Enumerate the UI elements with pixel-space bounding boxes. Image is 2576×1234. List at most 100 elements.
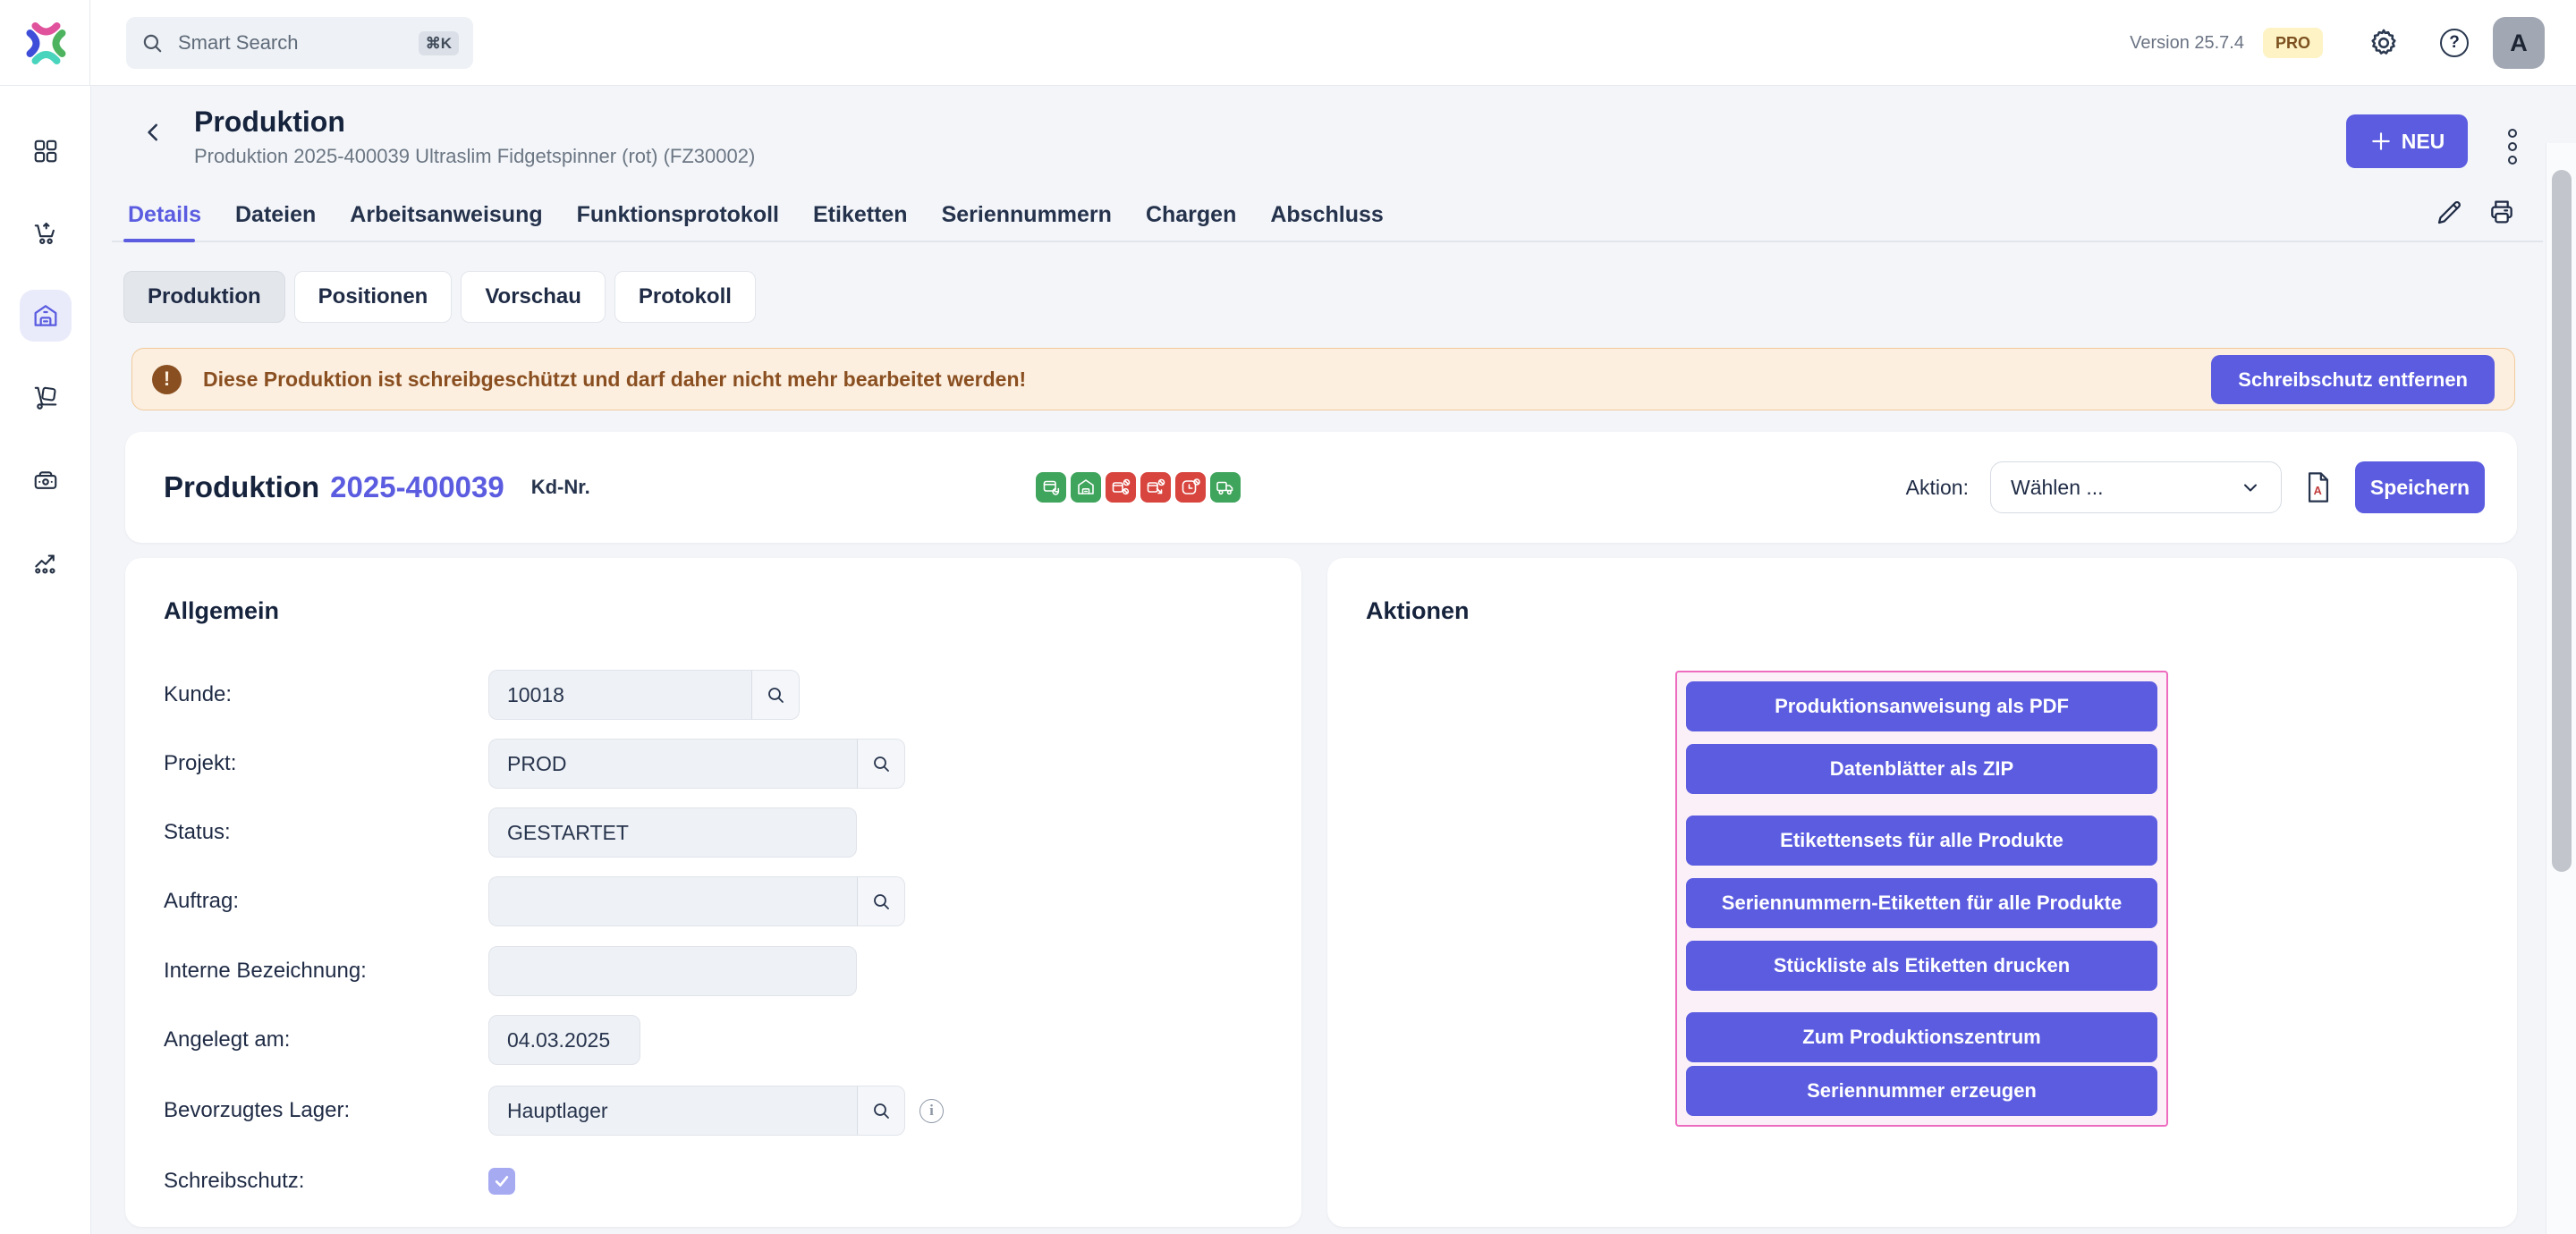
- sidebar-item-analytics-icon[interactable]: [20, 537, 72, 588]
- tab-chargen[interactable]: Chargen: [1145, 202, 1237, 227]
- field-label: Projekt:: [164, 751, 237, 775]
- remove-write-protection-button[interactable]: Schreibschutz entfernen: [2211, 355, 2495, 404]
- stueckliste-etiketten-button[interactable]: Stückliste als Etiketten drucken: [1686, 941, 2157, 991]
- badge-truck-icon: [1210, 472, 1241, 503]
- active-tab-underline: [123, 239, 195, 242]
- tab-etiketten[interactable]: Etiketten: [813, 202, 908, 227]
- check-icon: [495, 1176, 509, 1187]
- field-label: Angelegt am:: [164, 1027, 291, 1052]
- smart-search-input[interactable]: Smart Search ⌘K: [126, 17, 473, 69]
- projekt-search-button[interactable]: [857, 739, 905, 789]
- pdf-file-icon[interactable]: A: [2303, 470, 2334, 504]
- kebab-menu-icon[interactable]: [2504, 125, 2521, 168]
- tab-tools: [2435, 197, 2517, 227]
- sidebar-item-warehouse-icon[interactable]: [19, 290, 72, 342]
- etikettensets-button[interactable]: Etikettensets für alle Produkte: [1686, 816, 2157, 866]
- neu-button[interactable]: NEU: [2346, 114, 2468, 168]
- produktionszentrum-button[interactable]: Zum Produktionszentrum: [1686, 1012, 2157, 1062]
- subtab-vorschau[interactable]: Vorschau: [461, 271, 606, 323]
- field-row-angelegt-am: Angelegt am: 04.03.2025: [125, 1015, 1301, 1065]
- xentral-logo[interactable]: [22, 18, 70, 68]
- allgemein-heading: Allgemein: [164, 597, 280, 624]
- sidebar-item-hand-truck-icon[interactable]: [20, 372, 72, 424]
- info-icon[interactable]: i: [919, 1098, 944, 1123]
- field-label: Status:: [164, 820, 231, 844]
- field-label: Kunde:: [164, 682, 233, 706]
- badge-box-out-blocked-icon: [1140, 472, 1171, 503]
- printer-icon[interactable]: [2487, 197, 2517, 227]
- input-value: 04.03.2025: [507, 1027, 611, 1052]
- input-value: GESTARTET: [507, 820, 629, 844]
- lager-search-button[interactable]: [857, 1086, 905, 1136]
- aktionen-group-3: Zum Produktionszentrum Seriennummer erze…: [1686, 1012, 2157, 1116]
- sidebar-item-apps-grid-icon[interactable]: [20, 125, 72, 177]
- input-value: PROD: [507, 751, 567, 775]
- angelegt-am-input[interactable]: 04.03.2025: [488, 1015, 640, 1065]
- kunde-input[interactable]: 10018: [488, 670, 751, 720]
- field-label: Interne Bezeichnung:: [164, 959, 367, 983]
- field-row-status: Status: GESTARTET: [125, 807, 1301, 858]
- search-icon: [140, 31, 164, 55]
- page-title: Produktion: [194, 106, 345, 138]
- field-label: Schreibschutz:: [164, 1169, 305, 1193]
- tab-arbeitsanweisung[interactable]: Arbeitsanweisung: [350, 202, 543, 227]
- save-button[interactable]: Speichern: [2355, 461, 2485, 513]
- vertical-scrollbar-thumb[interactable]: [2552, 170, 2572, 872]
- auftrag-input-group: [488, 876, 905, 926]
- field-row-auftrag: Auftrag:: [125, 876, 1301, 926]
- subtab-protokoll[interactable]: Protokoll: [614, 271, 756, 323]
- tab-bar: Details Dateien Arbeitsanweisung Funktio…: [128, 202, 1384, 228]
- status-input[interactable]: GESTARTET: [488, 807, 857, 858]
- produktionsanweisung-pdf-button[interactable]: Produktionsanweisung als PDF: [1686, 681, 2157, 731]
- subtab-positionen[interactable]: Positionen: [293, 271, 453, 323]
- lager-input[interactable]: Hauptlager: [488, 1086, 857, 1136]
- tab-funktionsprotokoll[interactable]: Funktionsprotokoll: [576, 202, 779, 227]
- tab-dateien[interactable]: Dateien: [234, 202, 317, 227]
- tab-seriennummern[interactable]: Seriennummern: [941, 202, 1112, 227]
- sidebar: [0, 86, 91, 1234]
- badge-time-blocked-icon: [1175, 472, 1206, 503]
- svg-text:A: A: [2314, 484, 2322, 497]
- kunde-search-button[interactable]: [751, 670, 800, 720]
- allgemein-card: Allgemein Kunde: 10018 Projekt: PROD: [125, 558, 1301, 1227]
- action-select[interactable]: Wählen ...: [1990, 461, 2282, 513]
- subtab-produktion[interactable]: Produktion: [123, 271, 285, 323]
- vertical-scrollbar-track: [2546, 143, 2576, 1234]
- auftrag-input[interactable]: [488, 876, 857, 926]
- sidebar-item-cash-register-icon[interactable]: [20, 454, 72, 506]
- projekt-input[interactable]: PROD: [488, 739, 857, 789]
- customer-number-label: Kd-Nr.: [530, 476, 590, 498]
- tabs-border: [112, 241, 2543, 242]
- datenblaetter-zip-button[interactable]: Datenblätter als ZIP: [1686, 744, 2157, 794]
- angelegt-am-ctrl: 04.03.2025: [488, 1015, 640, 1065]
- kunde-input-group: 10018: [488, 670, 800, 720]
- seriennummern-etiketten-button[interactable]: Seriennummern-Etiketten für alle Produkt…: [1686, 878, 2157, 928]
- badge-box-blocked-icon: [1106, 472, 1136, 503]
- back-button[interactable]: [136, 114, 172, 150]
- chevron-down-icon: [2244, 484, 2257, 492]
- topbar: Smart Search ⌘K Version 25.7.4 PRO ? A: [0, 0, 2576, 86]
- topbar-divider: [89, 0, 90, 86]
- pencil-icon[interactable]: [2435, 197, 2465, 227]
- auftrag-search-button[interactable]: [857, 876, 905, 926]
- tab-abschluss[interactable]: Abschluss: [1270, 202, 1384, 227]
- topbar-right: Version 25.7.4 PRO ? A: [2130, 0, 2545, 86]
- gear-icon[interactable]: [2368, 27, 2400, 59]
- interne-bezeichnung-input[interactable]: [488, 946, 857, 996]
- aktionen-group-2: Etikettensets für alle Produkte Seriennu…: [1686, 816, 2157, 991]
- badge-warehouse-icon: [1071, 472, 1101, 503]
- status-badges: [1036, 472, 1241, 503]
- field-label: Bevorzugtes Lager:: [164, 1098, 351, 1122]
- aktionen-card: Aktionen Produktionsanweisung als PDF Da…: [1327, 558, 2517, 1227]
- neu-button-label: NEU: [2401, 129, 2445, 153]
- pro-badge: PRO: [2262, 28, 2323, 58]
- seriennummer-erzeugen-button[interactable]: Seriennummer erzeugen: [1686, 1066, 2157, 1116]
- field-row-kunde: Kunde: 10018: [125, 670, 1301, 720]
- tab-details[interactable]: Details: [128, 202, 201, 227]
- document-header-card: Produktion 2025-400039 Kd-Nr.: [125, 432, 2517, 543]
- help-icon[interactable]: ?: [2440, 29, 2469, 57]
- avatar[interactable]: A: [2493, 17, 2545, 69]
- schreibschutz-checkbox[interactable]: [488, 1168, 515, 1195]
- sidebar-item-cart-checkout-icon[interactable]: [20, 207, 72, 259]
